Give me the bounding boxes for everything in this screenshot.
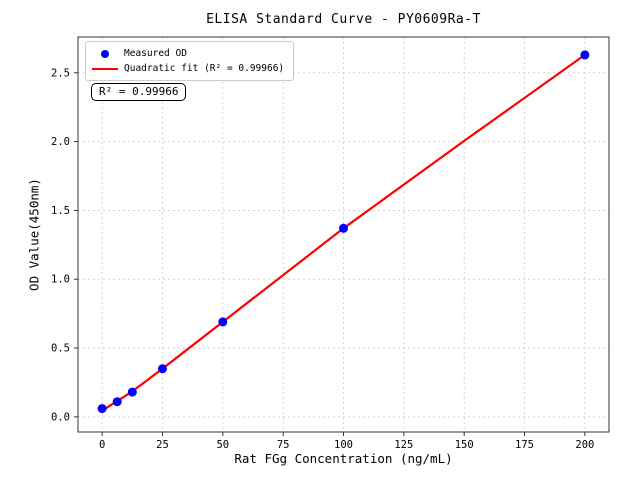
legend-item-measured-od: Measured OD: [86, 46, 284, 61]
y-tick-label: 0.0: [51, 411, 70, 423]
y-tick-label: 1.0: [51, 274, 70, 286]
data-point: [112, 397, 122, 407]
x-tick-label: 100: [334, 439, 353, 451]
data-point: [218, 317, 228, 327]
r-squared-annotation: R² = 0.99966: [91, 83, 187, 101]
x-tick-label: 25: [156, 439, 169, 451]
legend-marker-cell: [86, 67, 124, 70]
data-point: [580, 50, 590, 60]
fit-line-icon: [92, 67, 118, 70]
x-tick-label: 0: [99, 439, 105, 451]
legend: Measured OD Quadratic fit (R² = 0.99966): [85, 41, 295, 81]
legend-label-measured-od: Measured OD: [124, 48, 187, 59]
data-point: [339, 223, 348, 233]
chart-title: ELISA Standard Curve - PY0609Ra-T: [206, 12, 481, 27]
x-axis-label: Rat FGg Concentration (ng/mL): [234, 451, 453, 466]
legend-item-quadratic-fit: Quadratic fit (R² = 0.99966): [86, 61, 284, 76]
data-point: [127, 387, 137, 397]
scatter-dot-icon: [101, 49, 109, 58]
y-tick-label: 2.0: [51, 136, 70, 148]
data-point: [157, 364, 167, 374]
x-tick-label: 125: [394, 439, 413, 451]
y-axis-label: OD Value(450nm): [26, 178, 42, 291]
legend-label-quadratic-fit: Quadratic fit (R² = 0.99966): [124, 63, 285, 74]
x-tick-label: 175: [515, 439, 534, 451]
x-tick-label: 150: [455, 439, 474, 451]
y-tick-label: 2.5: [51, 67, 70, 79]
data-point: [97, 404, 107, 414]
y-tick-label: 1.5: [51, 205, 70, 217]
y-tick-label: 0.5: [51, 343, 70, 355]
legend-marker-cell: [86, 49, 124, 58]
x-tick-label: 200: [575, 439, 594, 451]
x-tick-label: 50: [216, 439, 229, 451]
x-tick-label: 75: [277, 439, 290, 451]
